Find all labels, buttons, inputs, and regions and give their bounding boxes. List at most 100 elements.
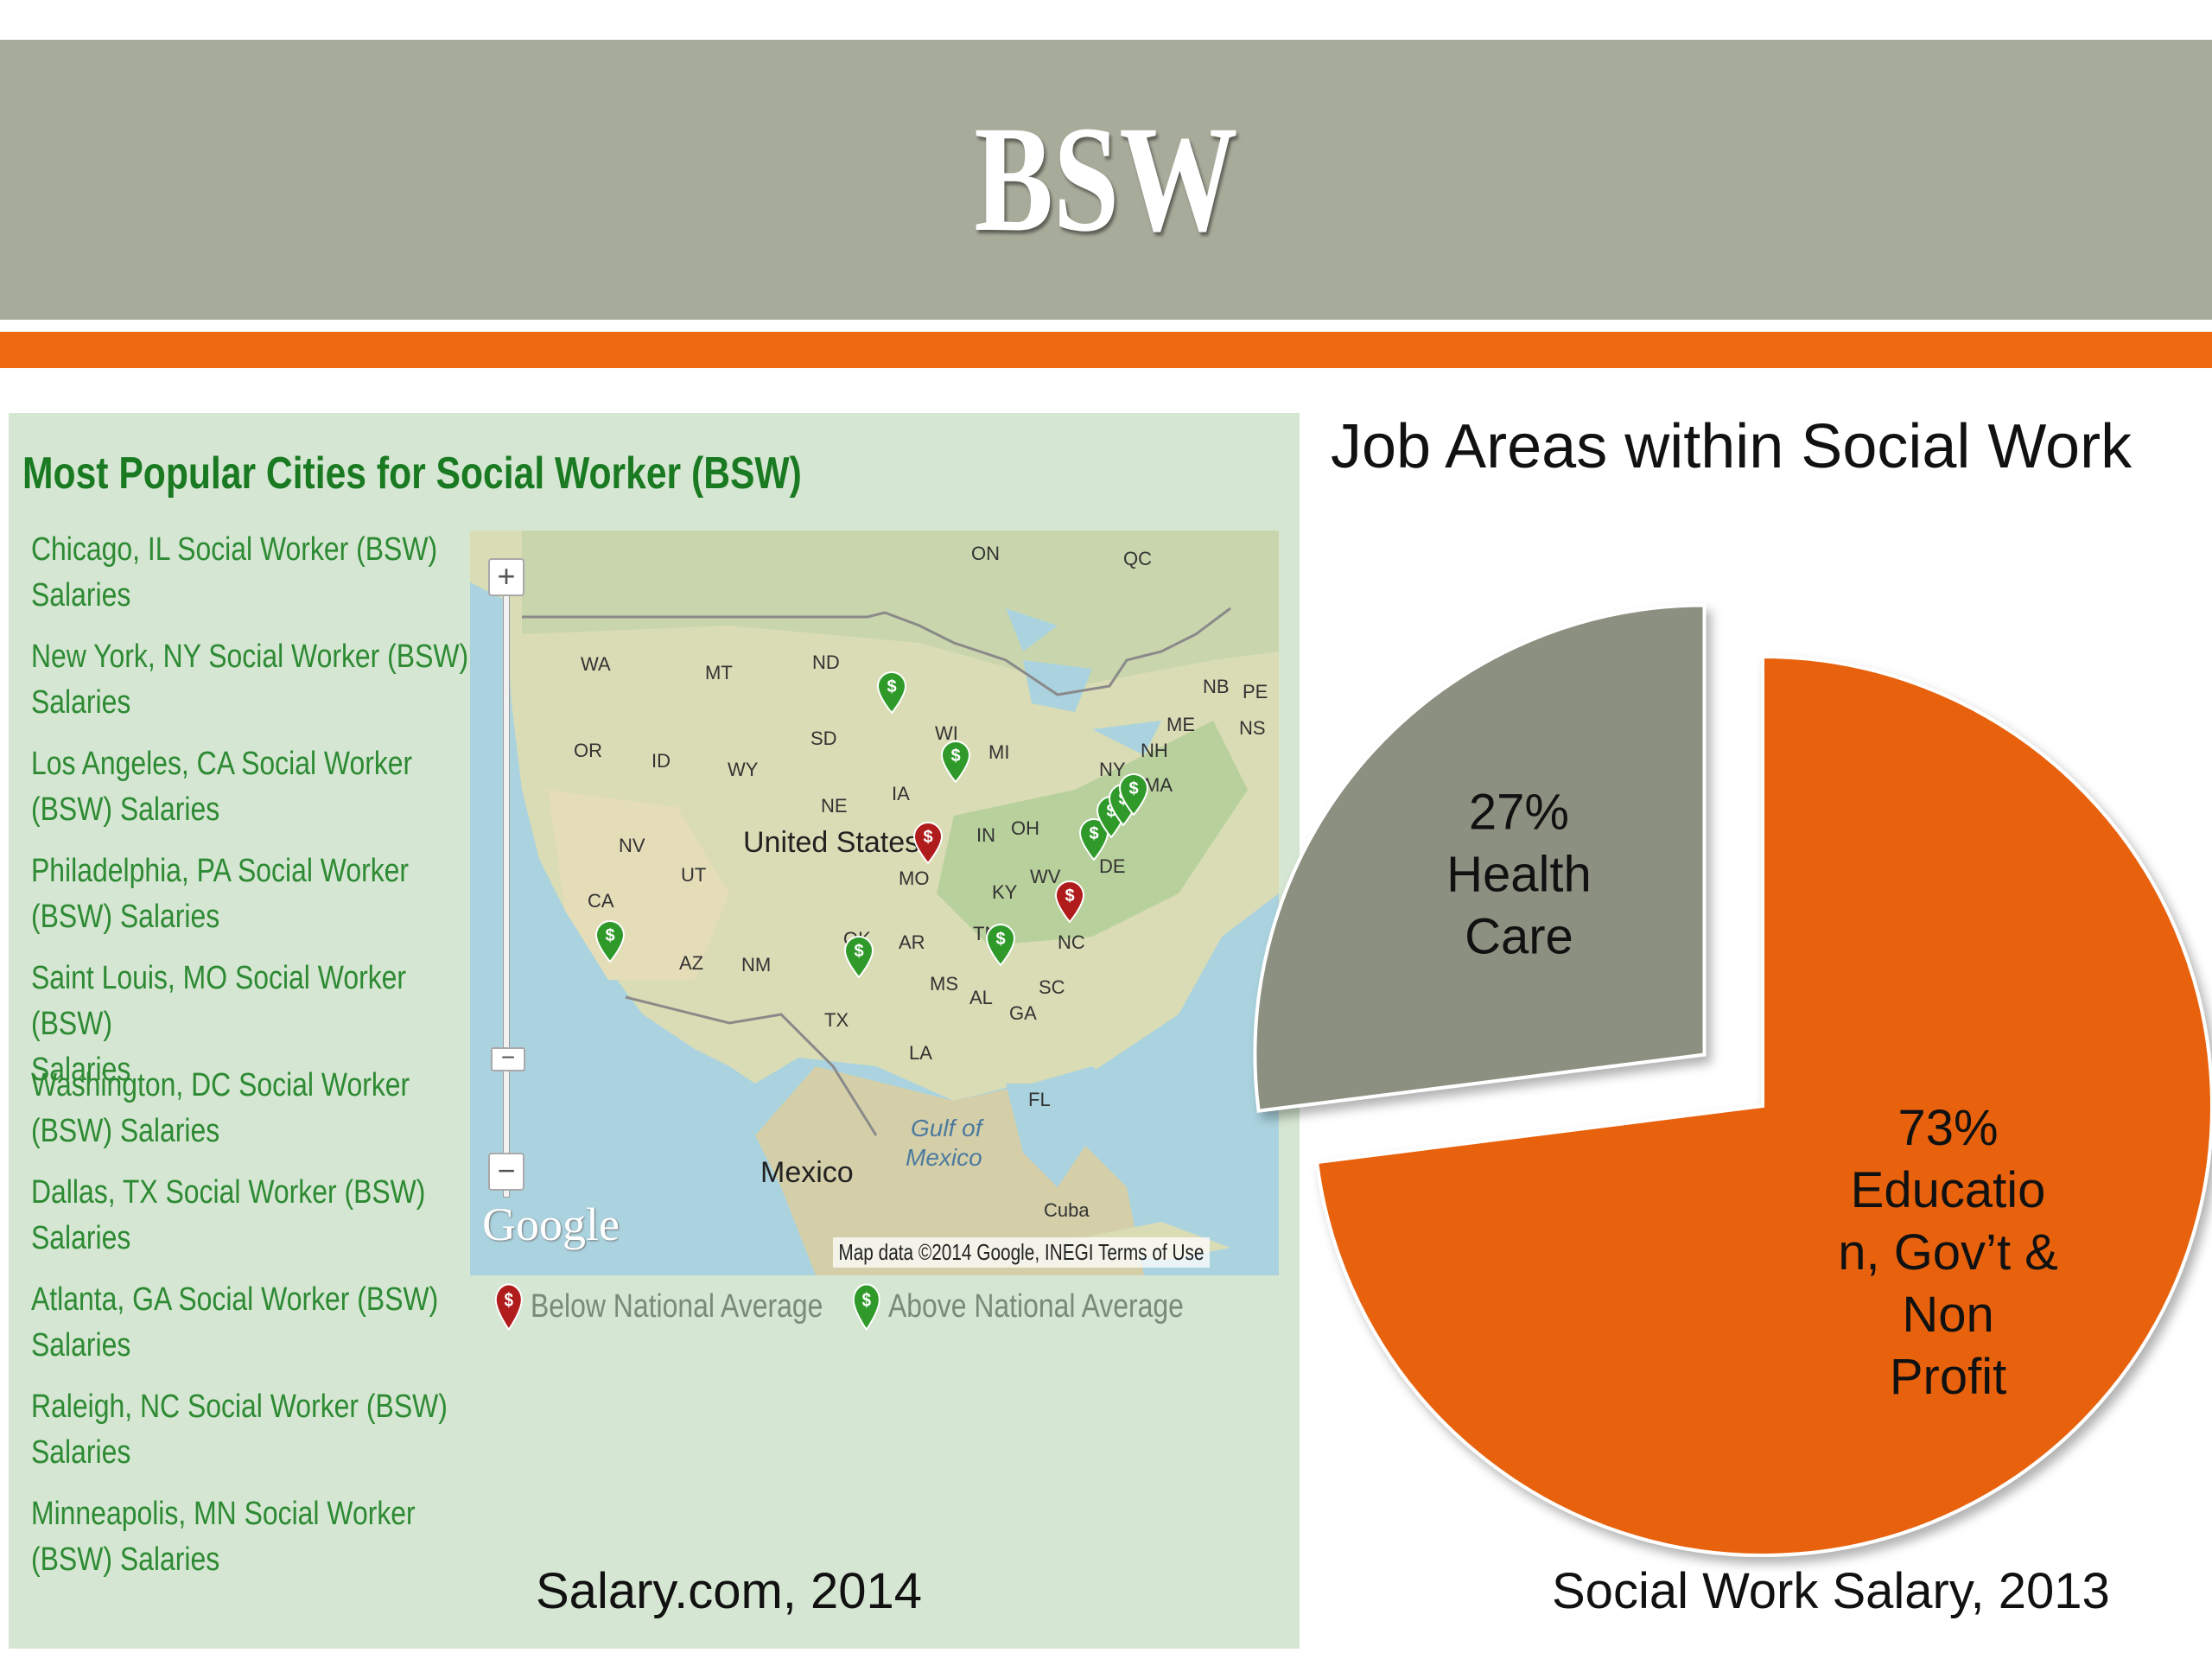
pie-label-education-gov-nonprofit: 73% Educatio n, Gov’t & Non Profit xyxy=(1838,1100,2058,1405)
marker-above-dallas[interactable]: $ xyxy=(843,935,874,978)
map-label-mt: MT xyxy=(705,662,733,683)
source-citation-right: Social Work Salary, 2013 xyxy=(1552,1563,2110,1619)
zoom-in-button[interactable]: + xyxy=(488,558,524,596)
svg-text:$: $ xyxy=(950,747,960,766)
map-label-nc: NC xyxy=(1058,931,1085,953)
city-link-chicago[interactable]: Chicago, IL Social Worker (BSW) Salaries xyxy=(31,531,438,613)
pie-slice-education-gov-nonprofit xyxy=(1314,654,2212,1557)
zoom-track[interactable] xyxy=(503,574,510,1198)
map-label-mo: MO xyxy=(899,868,930,889)
legend-above-label: Above National Average xyxy=(888,1287,1184,1325)
map-label-ut: UT xyxy=(681,864,707,886)
slide-title: BSW xyxy=(974,95,1238,264)
map-label-or: OR xyxy=(574,740,602,761)
svg-text:$: $ xyxy=(1089,824,1098,843)
source-citation-left: Salary.com, 2014 xyxy=(536,1563,923,1619)
city-link-dallas[interactable]: Dallas, TX Social Worker (BSW) Salaries xyxy=(31,1174,426,1256)
pie-label-line: 27% xyxy=(1469,784,1569,840)
map-label-oh: OH xyxy=(1011,817,1039,839)
city-link-atlanta[interactable]: Atlanta, GA Social Worker (BSW) Salaries xyxy=(31,1281,439,1363)
marker-above-atlanta[interactable]: $ xyxy=(985,923,1016,966)
legend-below-label: Below National Average xyxy=(531,1287,823,1325)
pie-label-line: 73% xyxy=(1897,1100,1998,1156)
city-link-los-angeles[interactable]: Los Angeles, CA Social Worker (BSW) Salar… xyxy=(31,746,413,828)
svg-text:$: $ xyxy=(887,677,896,696)
marker-above-los-angeles[interactable]: $ xyxy=(594,919,626,963)
map-label-nv: NV xyxy=(619,835,645,856)
map-attribution[interactable]: Map data ©2014 Google, INEGI Terms of Us… xyxy=(833,1237,1210,1268)
us-map[interactable]: + − − ON QC WA MT ND OR ID SD WY WI MI I… xyxy=(470,531,1279,1275)
map-label-pe: PE xyxy=(1243,681,1268,702)
map-label-ia: IA xyxy=(892,783,910,804)
zoom-out-button[interactable]: − xyxy=(488,1153,524,1191)
map-label-cuba: Cuba xyxy=(1044,1199,1090,1221)
pie-label-line: n, Gov’t & xyxy=(1838,1224,2058,1281)
map-label-me: ME xyxy=(1166,714,1195,735)
map-label-in: IN xyxy=(976,824,995,846)
map-label-ms: MS xyxy=(930,973,958,995)
map-label-ne: NE xyxy=(821,795,848,817)
green-dollar-marker-icon: $ xyxy=(852,1283,880,1331)
zoom-slider[interactable]: − xyxy=(491,1046,525,1071)
svg-text:$: $ xyxy=(505,1290,514,1312)
map-label-de: DE xyxy=(1099,855,1126,877)
map-label-tx: TX xyxy=(824,1009,849,1031)
svg-text:$: $ xyxy=(854,942,863,961)
pie-label-health-care: 27% Health Care xyxy=(1446,784,1592,964)
map-label-nh: NH xyxy=(1141,740,1168,761)
svg-text:$: $ xyxy=(1128,779,1138,798)
map-label-nd: ND xyxy=(812,652,840,673)
pie-chart: 27% Health Care 73% Educatio n, Gov’t & Non Pr… xyxy=(1253,603,2212,1557)
map-label-ga: GA xyxy=(1009,1002,1037,1024)
pie-label-line: Care xyxy=(1465,908,1573,964)
city-list: Chicago, IL Social Worker (BSW) Salaries … xyxy=(31,527,480,1599)
svg-text:$: $ xyxy=(605,926,614,945)
marker-above-minneapolis[interactable]: $ xyxy=(876,671,907,714)
city-link-raleigh[interactable]: Raleigh, NC Social Worker (BSW) Salaries xyxy=(31,1389,448,1471)
map-legend: $ Below National Average $ Above Nationa… xyxy=(484,1282,1279,1334)
map-label-al: AL xyxy=(969,987,993,1008)
google-logo: Google xyxy=(482,1198,620,1250)
marker-above-washington[interactable]: $ xyxy=(1078,817,1109,861)
marker-above-boston[interactable]: $ xyxy=(1118,772,1149,816)
accent-bar xyxy=(0,332,2212,368)
map-label-gulf-2: Mexico xyxy=(906,1144,982,1171)
city-link-minneapolis[interactable]: Minneapolis, MN Social Worker (BSW) Salar… xyxy=(31,1496,416,1578)
marker-below-saint-louis[interactable]: $ xyxy=(912,821,944,864)
svg-text:$: $ xyxy=(923,828,932,847)
svg-text:$: $ xyxy=(995,930,1005,949)
map-label-ns: NS xyxy=(1239,717,1266,739)
map-label-id: ID xyxy=(652,750,671,772)
map-label-united-states: United States xyxy=(743,826,920,859)
map-label-ny: NY xyxy=(1099,759,1126,780)
panel-heading: Most Popular Cities for Social Worker (B… xyxy=(22,448,802,499)
map-label-sd: SD xyxy=(810,728,837,749)
map-label-sc: SC xyxy=(1039,976,1065,998)
map-label-ma: MA xyxy=(1144,774,1173,796)
city-link-new-york[interactable]: New York, NY Social Worker (BSW) Salaries xyxy=(31,639,469,721)
svg-text:$: $ xyxy=(1065,887,1074,906)
pie-label-line: Educatio xyxy=(1851,1162,2046,1218)
map-label-ky: KY xyxy=(992,881,1018,903)
map-label-nb: NB xyxy=(1203,676,1230,697)
map-label-wy: WY xyxy=(728,759,759,780)
legend-below: $ Below National Average xyxy=(494,1282,823,1331)
pie-chart-title: Job Areas within Social Work xyxy=(1331,412,2133,481)
map-label-wa: WA xyxy=(581,653,611,675)
pie-slice-health-care xyxy=(1253,603,1707,1113)
city-link-washington[interactable]: Washington, DC Social Worker (BSW) Salari… xyxy=(31,1067,410,1149)
svg-text:$: $ xyxy=(1106,802,1116,821)
map-label-mexico: Mexico xyxy=(760,1156,854,1189)
city-link-saint-louis[interactable]: Saint Louis, MO Social Worker (BSW) Salar… xyxy=(31,960,407,1088)
map-label-nm: NM xyxy=(741,954,772,976)
marker-below-raleigh[interactable]: $ xyxy=(1054,880,1085,923)
pie-label-line: Non xyxy=(1902,1287,1993,1343)
title-bar xyxy=(0,40,2212,320)
marker-above-chicago[interactable]: $ xyxy=(940,740,971,783)
map-label-ca: CA xyxy=(588,890,614,912)
map-label-fl: FL xyxy=(1028,1089,1051,1110)
map-label-mi: MI xyxy=(988,741,1010,763)
map-label-la: LA xyxy=(909,1042,932,1064)
city-link-philadelphia[interactable]: Philadelphia, PA Social Worker (BSW) Sala… xyxy=(31,853,410,935)
red-dollar-marker-icon: $ xyxy=(494,1283,523,1331)
